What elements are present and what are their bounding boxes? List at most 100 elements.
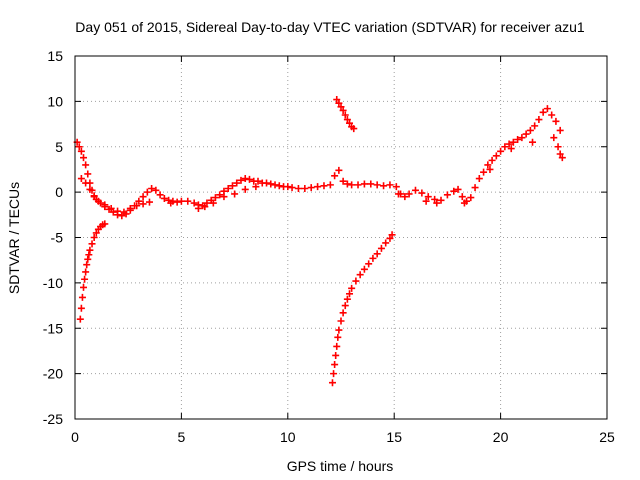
data-point	[339, 177, 347, 185]
data-point	[373, 181, 381, 189]
y-axis-label: SDTVAR / TECUs	[6, 182, 22, 294]
data-point	[83, 261, 91, 269]
data-point	[558, 154, 566, 162]
data-point	[263, 179, 271, 187]
data-point	[335, 99, 343, 107]
y-tick-label: -10	[43, 275, 63, 291]
data-point	[224, 184, 232, 192]
data-point	[320, 182, 328, 190]
data-point	[114, 207, 122, 215]
data-point	[190, 199, 198, 207]
data-point	[76, 315, 84, 323]
data-point	[501, 143, 509, 151]
data-series	[76, 220, 109, 323]
grid	[75, 56, 607, 419]
data-point	[509, 138, 517, 146]
x-tick-label: 5	[178, 429, 186, 445]
data-point	[254, 177, 262, 185]
data-point	[228, 182, 236, 190]
data-point	[343, 295, 351, 303]
data-point	[135, 197, 143, 205]
data-point	[284, 183, 292, 191]
data-point	[86, 246, 94, 254]
data-point	[354, 181, 362, 189]
data-point	[75, 143, 83, 151]
data-point	[443, 191, 451, 199]
data-point	[80, 283, 88, 291]
data-point	[333, 96, 341, 104]
data-point	[139, 200, 147, 208]
data-point	[288, 184, 296, 192]
y-tick-label: 5	[55, 139, 63, 155]
data-point	[252, 183, 260, 191]
data-point	[488, 156, 496, 164]
data-point	[433, 199, 441, 207]
data-point	[118, 212, 126, 220]
data-point	[486, 165, 494, 173]
data-point	[343, 116, 351, 124]
x-tick-label: 25	[599, 429, 615, 445]
data-point	[505, 140, 513, 148]
data-point	[231, 190, 239, 198]
data-point	[90, 193, 98, 201]
data-point	[332, 351, 340, 359]
data-point	[88, 240, 96, 248]
data-point	[356, 271, 364, 279]
data-point	[552, 117, 560, 125]
data-point	[77, 304, 85, 312]
data-point	[343, 180, 351, 188]
data-series	[333, 96, 358, 133]
data-point	[405, 190, 413, 198]
data-point	[145, 198, 153, 206]
data-point	[507, 145, 515, 153]
data-point	[392, 183, 400, 191]
data-point	[294, 184, 302, 192]
data-point	[314, 183, 322, 191]
data-point	[539, 108, 547, 116]
x-tick-label: 0	[71, 429, 79, 445]
data-point	[360, 180, 368, 188]
data-point	[550, 134, 558, 142]
data-point	[554, 143, 562, 151]
data-point	[458, 193, 466, 201]
data-point	[377, 244, 385, 252]
y-tick-label: 15	[47, 48, 63, 64]
data-point	[350, 125, 358, 133]
data-series	[77, 134, 566, 216]
y-tick-label: 0	[55, 184, 63, 200]
data-point	[156, 191, 164, 199]
data-point	[237, 176, 245, 184]
data-point	[84, 255, 92, 263]
data-point	[346, 119, 354, 127]
data-point	[109, 208, 117, 216]
data-point	[543, 105, 551, 113]
data-point	[497, 147, 505, 155]
y-tick-label: -15	[43, 320, 63, 336]
data-point	[360, 265, 368, 273]
data-point	[526, 126, 534, 134]
data-point	[388, 231, 396, 239]
tick-labels: 0 5 10 15 20 25 -25 -20 -15 -10 -5 0 5 10 15	[43, 48, 615, 445]
data-point	[422, 197, 430, 205]
data-point	[369, 254, 377, 262]
data-point	[460, 199, 468, 207]
data-point	[333, 342, 341, 350]
data-point	[152, 186, 160, 194]
data-point	[335, 166, 343, 174]
data-point	[139, 193, 147, 201]
data-point	[101, 201, 109, 209]
data-point	[330, 370, 338, 378]
data-point	[335, 326, 343, 334]
data-point	[82, 161, 90, 169]
data-point	[450, 187, 458, 195]
data-point	[216, 191, 224, 199]
data-point	[326, 181, 334, 189]
data-point	[267, 180, 275, 188]
data-point	[203, 199, 211, 207]
data-point	[143, 188, 151, 196]
data-point	[334, 333, 342, 341]
data-point	[177, 197, 185, 205]
data-point	[492, 152, 500, 160]
data-point	[437, 196, 445, 204]
